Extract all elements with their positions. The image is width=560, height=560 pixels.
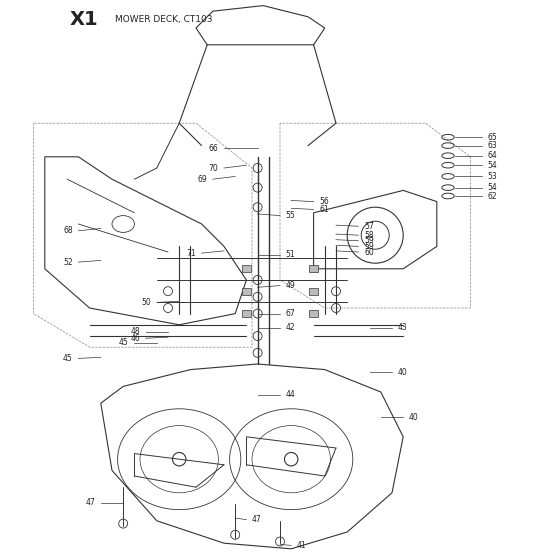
Text: 60: 60 [364,248,374,256]
Text: 53: 53 [487,172,497,181]
Text: 59: 59 [364,236,374,245]
Text: 54: 54 [487,161,497,170]
Text: X1: X1 [70,10,99,29]
Text: 44: 44 [286,390,295,399]
Text: MOWER DECK, CT103: MOWER DECK, CT103 [115,15,212,24]
Text: 64: 64 [487,151,497,160]
Text: 56: 56 [319,197,329,206]
Text: 41: 41 [297,541,306,550]
Text: 55: 55 [286,211,295,220]
Bar [309,265,318,272]
Text: 58: 58 [364,231,374,240]
Text: 47: 47 [86,498,95,507]
Text: 40: 40 [409,413,418,422]
Text: 69: 69 [198,175,207,184]
Bar [309,288,318,295]
Text: 65: 65 [487,133,497,142]
Text: 50: 50 [142,298,151,307]
Text: 68: 68 [63,226,73,235]
Text: 51: 51 [286,250,295,259]
Text: 62: 62 [487,192,497,200]
Text: 52: 52 [63,258,73,267]
Text: 54: 54 [487,183,497,192]
Bar [309,310,318,317]
Text: 61: 61 [319,205,329,214]
Text: 48: 48 [130,327,140,336]
Bar [242,310,251,317]
Text: 71: 71 [186,249,196,258]
Text: 67: 67 [286,309,295,318]
Text: 70: 70 [209,164,218,172]
Text: 66: 66 [209,144,218,153]
Text: 45: 45 [63,354,73,363]
Text: 63: 63 [487,141,497,150]
Text: 57: 57 [364,222,374,231]
Text: 47: 47 [252,515,262,524]
Bar [242,288,251,295]
Text: 42: 42 [286,323,295,332]
Text: 43: 43 [398,323,407,332]
Text: 49: 49 [286,281,295,290]
Bar [242,265,251,272]
Text: 45: 45 [119,338,129,347]
Text: 59: 59 [364,242,374,251]
Text: 46: 46 [130,334,140,343]
Text: 40: 40 [398,368,407,377]
